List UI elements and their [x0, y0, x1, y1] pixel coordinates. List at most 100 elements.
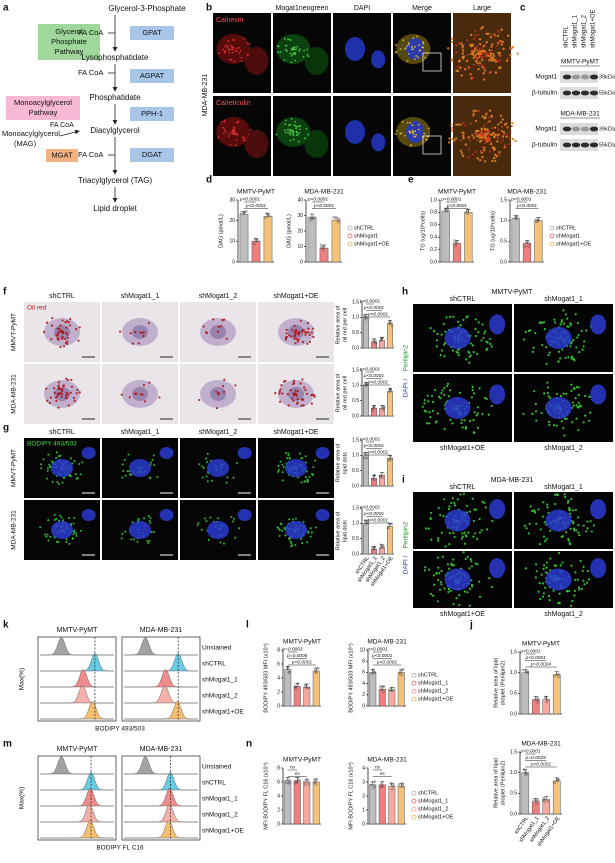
p-value: p<0.0001	[446, 203, 467, 209]
micrograph-dot	[562, 322, 566, 325]
micrograph-dot	[570, 389, 573, 393]
y-tick-label: 0.6	[430, 222, 437, 228]
micrograph-dot	[456, 69, 460, 73]
micrograph-dot	[459, 66, 462, 70]
replicate-dot	[381, 545, 385, 549]
micrograph-dot	[276, 44, 279, 47]
micrograph-dot	[51, 317, 54, 320]
micrograph-dot	[480, 151, 483, 154]
micrograph-dot	[62, 345, 66, 348]
micrograph-dot	[450, 123, 453, 126]
micrograph-dot	[509, 54, 512, 57]
legend-label: shMogat1+OE	[418, 815, 454, 821]
blot-band	[571, 142, 581, 148]
replicate-dot	[557, 672, 561, 676]
micrograph-dot	[475, 537, 479, 541]
p-value: p<0.0001	[510, 196, 531, 202]
p-value: ns	[380, 772, 386, 777]
micrograph-dot	[583, 340, 586, 343]
micrograph-blob	[207, 459, 229, 477]
label: Glycerol	[55, 27, 83, 36]
micrograph-dot	[463, 67, 467, 71]
micrograph-dot	[134, 330, 137, 334]
micrograph-dot	[565, 589, 569, 592]
micrograph-dot	[475, 352, 479, 355]
micrograph-dot	[529, 505, 532, 508]
y-tick-label: 0.5	[352, 398, 359, 404]
micrograph-dot	[501, 125, 504, 128]
micrograph-dot	[294, 333, 297, 336]
micrograph-dot	[306, 480, 309, 483]
micrograph-dot	[482, 124, 485, 127]
label: shMogat1_1	[202, 677, 238, 684]
micrograph-dot	[486, 528, 489, 531]
bar	[387, 458, 393, 487]
micrograph-dot	[470, 583, 474, 586]
micrograph-dot	[290, 61, 293, 64]
micrograph-dot	[480, 58, 484, 62]
y-tick-label: 40	[297, 197, 303, 203]
micrograph-dot	[279, 51, 282, 54]
micrograph-dot	[455, 51, 458, 54]
micrograph-dot	[462, 134, 465, 138]
micrograph-dot	[575, 417, 578, 420]
micrograph-dot	[457, 65, 460, 68]
blot-band	[580, 126, 590, 132]
micrograph-blob	[345, 37, 366, 61]
micrograph-dot	[573, 529, 576, 532]
micrograph-dot	[499, 121, 503, 124]
micrograph-dot	[277, 468, 280, 471]
micrograph-dot	[207, 538, 210, 541]
micrograph-dot	[437, 566, 440, 569]
replicate-dot	[553, 781, 557, 784]
legend-label: shMogat1+OE	[556, 241, 592, 247]
micrograph-dot	[447, 47, 450, 50]
histogram	[39, 756, 115, 775]
micrograph-dot	[482, 336, 485, 340]
micrograph-dot	[288, 518, 291, 521]
micrograph-dot	[547, 594, 551, 598]
label: Oil red	[27, 305, 47, 312]
micrograph-dot	[65, 320, 69, 323]
micrograph-dot	[215, 407, 218, 410]
micrograph-dot	[490, 345, 493, 348]
micrograph-dot	[430, 394, 434, 398]
micrograph-dot	[570, 564, 573, 567]
y-tick-label: 10	[359, 647, 365, 653]
legend-label: shCTRL	[556, 225, 576, 231]
micrograph-blob	[444, 327, 471, 349]
micrograph-dot	[65, 397, 68, 400]
micrograph-dot	[439, 513, 442, 517]
micrograph-dot	[312, 466, 315, 469]
y-axis-label: Relative area of	[335, 511, 341, 550]
micrograph-dot	[487, 136, 490, 139]
micrograph-dot	[131, 521, 134, 524]
p-value: p<0.0001	[516, 203, 537, 209]
micrograph-dot	[447, 395, 451, 398]
micrograph-dot	[497, 40, 500, 43]
micrograph-dot	[310, 402, 313, 405]
micrograph-dot	[228, 52, 231, 54]
micrograph-dot	[477, 133, 480, 136]
micrograph-dot	[45, 535, 48, 538]
micrograph-dot	[574, 397, 577, 400]
label: MDA-MB-231	[11, 374, 18, 414]
micrograph-dot	[462, 137, 465, 140]
micrograph-dot	[492, 146, 495, 149]
micrograph-dot	[559, 394, 563, 398]
micrograph-dot	[472, 419, 475, 422]
micrograph-dot	[577, 401, 580, 404]
micrograph-dot	[560, 319, 564, 322]
micrograph-dot	[557, 360, 560, 363]
label: shMogat1+OE	[202, 709, 244, 716]
micrograph-dot	[47, 539, 50, 542]
replicate-dot	[363, 383, 366, 387]
micrograph-dot	[58, 330, 61, 333]
micrograph-dot	[74, 328, 78, 331]
y-tick-label: 4	[277, 675, 280, 681]
micrograph-dot	[552, 424, 556, 427]
legend-label: shMogat1	[556, 233, 580, 239]
micrograph-dot	[500, 28, 503, 31]
bar	[312, 781, 320, 825]
micrograph-dot	[561, 561, 564, 564]
